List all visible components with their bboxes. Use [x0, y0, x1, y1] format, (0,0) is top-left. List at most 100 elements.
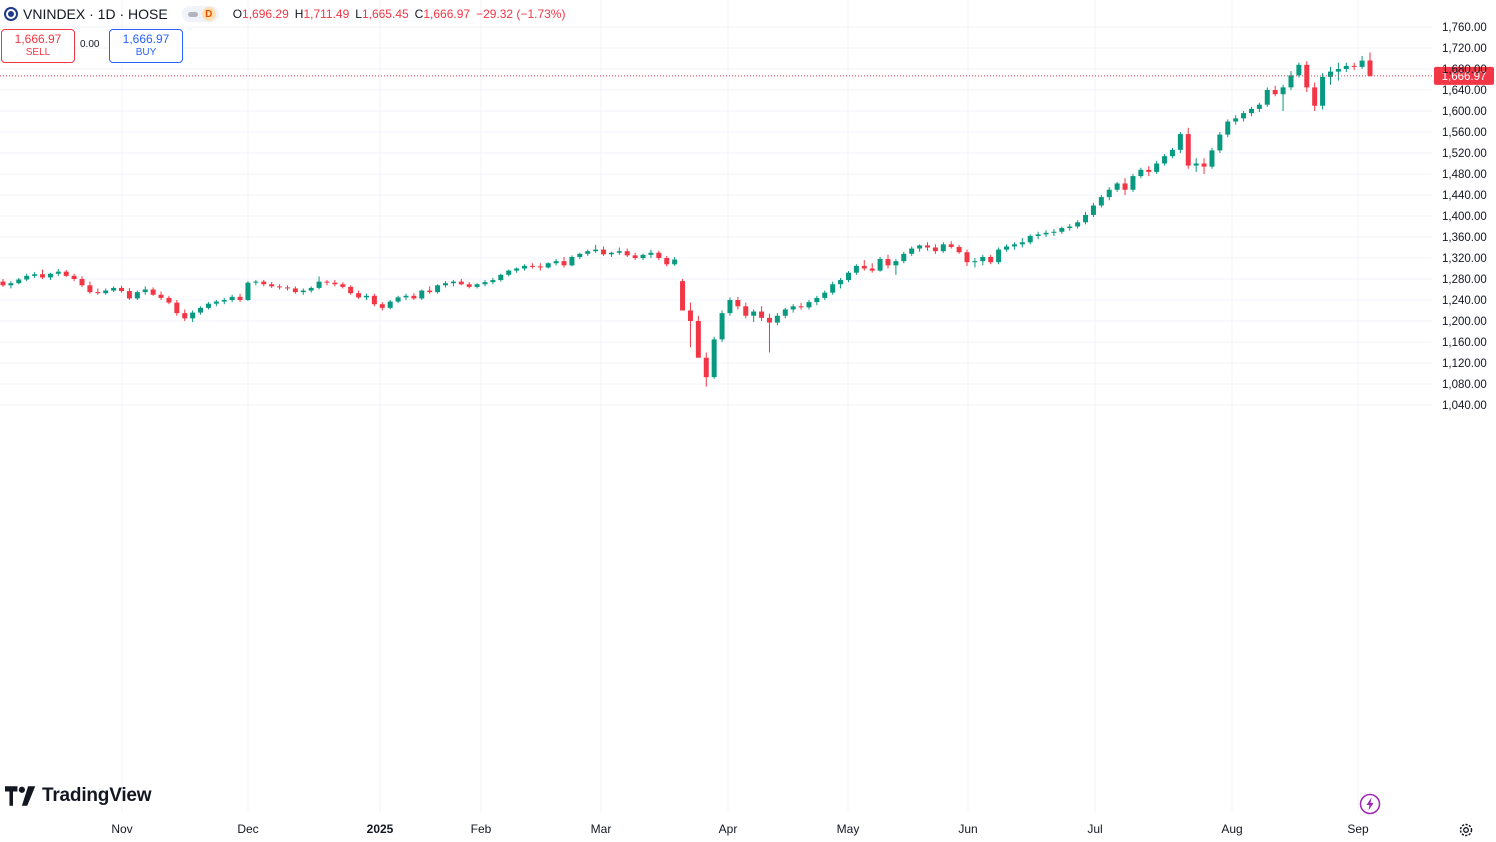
candle	[1367, 52, 1373, 77]
candle-body	[537, 266, 543, 268]
candle-body	[1162, 156, 1168, 164]
candle-body	[869, 268, 875, 271]
sell-button[interactable]: 1,666.97 SELL	[1, 29, 75, 63]
candle	[1193, 158, 1199, 172]
candle-body	[680, 281, 686, 311]
y-tick-label: 1,600.00	[1442, 106, 1487, 118]
y-tick-label: 1,440.00	[1442, 190, 1487, 202]
candle	[1304, 61, 1310, 93]
candle-body	[1241, 113, 1247, 119]
candle-body	[656, 252, 662, 258]
candle	[182, 309, 188, 321]
candle-body	[316, 281, 322, 288]
y-tick-label: 1,120.00	[1442, 358, 1487, 370]
candle-body	[608, 252, 614, 255]
candle-body	[1217, 134, 1223, 151]
candle	[126, 287, 132, 300]
candle-body	[1169, 149, 1175, 157]
candle-body	[632, 255, 638, 258]
x-tick-label: 2025	[367, 822, 394, 836]
y-tick-label: 1,240.00	[1442, 295, 1487, 307]
candle	[1359, 55, 1365, 69]
candle	[1351, 62, 1357, 71]
candle-body	[1004, 246, 1010, 250]
candle-body	[1138, 169, 1144, 177]
candle-body	[79, 279, 85, 286]
candle-body	[601, 249, 607, 255]
candle-body	[1233, 118, 1239, 122]
symbol-title[interactable]: VNINDEX · 1D · HOSE	[23, 6, 168, 22]
candle-body	[498, 274, 504, 281]
candle-body	[466, 284, 472, 287]
candle	[877, 256, 883, 272]
buy-price: 1,666.97	[122, 32, 170, 46]
candle	[1320, 73, 1326, 110]
candle-body	[474, 284, 480, 287]
candle	[1288, 71, 1294, 90]
candle	[735, 296, 741, 310]
candle	[482, 280, 488, 287]
candle	[277, 284, 283, 290]
candle-body	[95, 292, 101, 294]
candle	[63, 270, 69, 277]
candle-body	[379, 304, 385, 308]
candle-body	[553, 261, 559, 264]
candle-body	[972, 261, 978, 263]
candle	[885, 254, 891, 269]
candle-body	[877, 259, 883, 271]
candle	[340, 282, 346, 289]
candle-body	[190, 312, 196, 319]
candle	[932, 244, 938, 254]
y-tick-label: 1,400.00	[1442, 211, 1487, 223]
candle-body	[253, 281, 259, 283]
x-tick-label: Dec	[237, 822, 258, 836]
candle-body	[648, 252, 654, 255]
sell-price: 1,666.97	[14, 32, 62, 46]
candle	[656, 250, 662, 261]
candle-body	[419, 290, 425, 299]
candle-body	[292, 288, 298, 293]
candle-body	[221, 300, 227, 302]
candle-body	[1090, 205, 1096, 215]
candle	[356, 290, 362, 299]
candle-body	[119, 287, 125, 292]
market-status-badge[interactable]: D	[181, 6, 219, 22]
settings-gear-icon[interactable]	[1458, 822, 1474, 838]
candle-body	[245, 282, 251, 300]
candle	[577, 252, 583, 260]
lightning-icon[interactable]	[1359, 793, 1381, 815]
candle	[166, 295, 172, 305]
candle-body	[1035, 234, 1041, 236]
candle-body	[1075, 222, 1081, 227]
candle	[569, 255, 575, 267]
candle-body	[703, 357, 709, 378]
candle	[1296, 62, 1302, 78]
tradingview-logo[interactable]: TradingView	[5, 785, 152, 807]
candle-series	[0, 52, 1373, 387]
candle	[514, 267, 520, 273]
candle	[972, 258, 978, 268]
candle	[632, 252, 638, 261]
candle-body	[166, 297, 172, 303]
symbol-logo-icon	[4, 7, 18, 21]
candle-body	[348, 286, 354, 294]
candle-body	[63, 271, 69, 276]
candle	[861, 260, 867, 271]
candle	[111, 286, 117, 293]
candle-body	[814, 297, 820, 303]
candle-body	[47, 273, 53, 278]
candle	[253, 280, 259, 286]
candle	[435, 284, 441, 294]
candle-body	[150, 289, 156, 295]
buy-button[interactable]: 1,666.97 BUY	[109, 29, 183, 63]
candle	[363, 293, 369, 300]
candle	[1075, 220, 1081, 229]
candle-body	[1146, 169, 1152, 172]
candle	[909, 246, 915, 256]
candle	[237, 293, 243, 303]
candle-body	[593, 249, 599, 252]
x-tick-label: Nov	[111, 822, 132, 836]
candle	[427, 286, 433, 294]
candle	[648, 249, 654, 258]
